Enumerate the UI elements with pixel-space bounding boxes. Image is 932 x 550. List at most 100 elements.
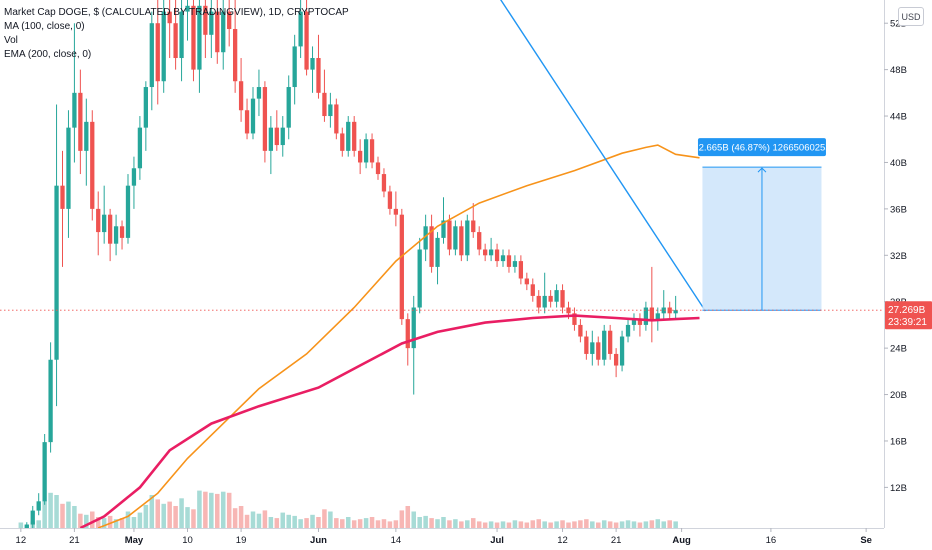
volume-bar xyxy=(584,519,589,528)
candle-body xyxy=(649,307,654,320)
legend-symbol[interactable]: Market Cap DOGE, $ (CALCULATED BY TRADIN… xyxy=(4,7,349,18)
candle xyxy=(352,116,357,157)
volume-bar xyxy=(590,521,595,528)
candle-body xyxy=(280,127,285,146)
volume-bar xyxy=(322,509,327,528)
trend-line[interactable] xyxy=(497,0,706,312)
price-tick-label: 40B xyxy=(890,158,907,169)
candle-body xyxy=(227,11,232,30)
candle-body xyxy=(572,313,577,325)
candle-body xyxy=(417,249,422,308)
candle xyxy=(96,191,101,256)
candle-body xyxy=(274,127,279,146)
volume-bar xyxy=(101,518,107,528)
volume-bar xyxy=(619,521,625,528)
candle-body xyxy=(215,11,220,53)
candle-body xyxy=(375,162,381,175)
time-tick-label: Se xyxy=(860,535,872,546)
volume-bar xyxy=(637,522,643,528)
candle xyxy=(387,185,393,215)
candle-body xyxy=(441,220,446,238)
legend-ma[interactable]: MA (100, close, 0) xyxy=(4,21,85,32)
candle-body xyxy=(346,121,351,151)
candle xyxy=(191,0,196,82)
candle-body xyxy=(48,359,53,443)
volume-bar xyxy=(417,517,422,528)
volume-bar xyxy=(340,519,345,528)
time-tick-label: 21 xyxy=(69,535,80,546)
candle-body xyxy=(316,58,321,93)
price-axis[interactable]: 52B48B44B40B36B32B28B24B20B16B12B xyxy=(884,0,932,550)
volume-bar xyxy=(554,521,559,528)
candle-body xyxy=(554,290,559,302)
legend-ema[interactable]: EMA (200, close, 0) xyxy=(4,49,92,60)
volume-bar xyxy=(54,495,59,528)
time-tick-label: Jul xyxy=(490,535,504,546)
volume-bar xyxy=(250,511,256,528)
candle-body xyxy=(203,5,208,35)
time-axis[interactable]: 12 21 May 10 19 Jun 14 Jul 12 21 Aug 16 Se xyxy=(0,528,932,550)
candle xyxy=(453,220,458,256)
candle xyxy=(673,295,678,320)
candle xyxy=(119,220,125,250)
price-tick-label: 12B xyxy=(890,483,907,494)
price-tick-label: 36B xyxy=(890,204,907,215)
candle-body xyxy=(643,307,649,325)
volume-bar xyxy=(66,501,71,528)
candle xyxy=(411,295,416,395)
candle-body xyxy=(613,353,619,366)
candle xyxy=(334,98,339,140)
candle xyxy=(423,214,428,262)
price-range-measure[interactable]: 12.665B (46.87%) 1266506025​3 xyxy=(693,138,831,311)
candle-body xyxy=(560,290,565,308)
candle xyxy=(203,0,208,59)
candle-body xyxy=(256,87,262,99)
price-tag-value: 27.269B xyxy=(888,305,926,316)
time-tick-label: 12 xyxy=(557,535,568,546)
volume-bar xyxy=(42,500,47,528)
candle-body xyxy=(429,226,434,267)
volume-bar xyxy=(411,511,416,528)
volume-bar xyxy=(387,521,393,528)
candle xyxy=(316,34,321,99)
volume-bar xyxy=(512,520,518,528)
candle-body xyxy=(500,255,506,262)
candle-body xyxy=(387,191,393,209)
candle xyxy=(244,98,250,140)
volume-bar xyxy=(536,519,541,528)
candle-body xyxy=(221,11,226,53)
candle-body xyxy=(197,5,202,70)
volume-bar xyxy=(256,513,262,528)
candle xyxy=(578,319,583,343)
volume-bar xyxy=(673,521,678,528)
candle-body xyxy=(465,220,470,256)
candle xyxy=(512,255,518,273)
candle xyxy=(405,313,410,366)
volume-bar xyxy=(328,511,333,528)
candle-countdown: 23:39:21 xyxy=(888,317,927,328)
candle xyxy=(232,0,238,93)
volume-bar xyxy=(304,518,309,528)
volume-bar xyxy=(578,520,583,528)
price-tick-label: 48B xyxy=(890,65,907,76)
candle-body xyxy=(631,319,637,325)
currency-button[interactable]: USD xyxy=(898,7,924,26)
candle xyxy=(48,342,53,453)
candle xyxy=(631,313,637,331)
volume-bar xyxy=(405,506,411,528)
volume-bar xyxy=(649,520,655,528)
candle-body xyxy=(340,133,345,151)
volume-bar xyxy=(173,506,178,528)
volume-bar xyxy=(625,520,631,528)
candle-body xyxy=(405,319,410,349)
legend-vol[interactable]: Vol xyxy=(4,35,18,46)
candle xyxy=(554,284,559,308)
candle-body xyxy=(84,121,89,151)
candle-body xyxy=(304,11,309,70)
candle-body xyxy=(542,295,547,308)
candle xyxy=(292,34,297,105)
candle-body xyxy=(113,226,119,244)
candle-body xyxy=(393,208,399,215)
candle xyxy=(536,290,541,314)
